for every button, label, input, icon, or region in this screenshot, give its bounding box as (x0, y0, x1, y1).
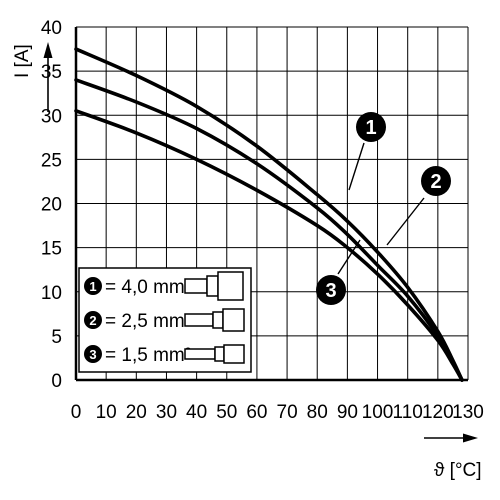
x-tick-label: 120 (422, 402, 454, 423)
y-tick-label: 5 (51, 327, 62, 348)
legend-label-1: = 4,0 mm² (105, 277, 191, 298)
x-tick-label: 80 (307, 402, 328, 423)
legend-marker-1: 1 (89, 279, 96, 294)
y-tick-label: 20 (41, 195, 62, 216)
y-tick-label: 15 (41, 239, 62, 260)
x-tick-label: 10 (96, 402, 117, 423)
y-tick-label: 25 (41, 150, 62, 171)
callout-3: 3 (316, 239, 361, 305)
legend-item-3: 3 = 1,5 mm² (84, 344, 245, 366)
legend-item-1: 1 = 4,0 mm² (84, 271, 244, 301)
legend-marker-2: 2 (89, 313, 96, 328)
x-axis-arrow-icon (463, 433, 478, 443)
x-axis-title: ϑ [°C] (424, 433, 482, 481)
legend-marker-3: 3 (89, 347, 96, 362)
y-tick-label: 0 (51, 371, 62, 392)
conductor-icon-small (184, 344, 245, 364)
conductor-icon-medium (184, 308, 245, 332)
series-line-3 (74, 109, 464, 382)
axes (74, 27, 468, 382)
callout-3-label: 3 (325, 280, 336, 302)
x-tick-label: 70 (277, 402, 298, 423)
x-tick-label: 90 (337, 402, 358, 423)
x-tick-label: 130 (452, 402, 484, 423)
y-tick-label: 40 (41, 18, 62, 39)
x-axis-label: ϑ [°C] (434, 460, 482, 481)
series-lines (74, 47, 464, 382)
y-tick-labels: 0 5 10 15 20 25 30 35 40 (41, 18, 62, 392)
y-axis-title: I [A] (12, 42, 53, 112)
callout-1: 1 (348, 112, 386, 191)
y-tick-label: 30 (41, 106, 62, 127)
x-tick-label: 110 (393, 402, 423, 423)
callout-2: 2 (386, 166, 451, 246)
y-tick-label: 10 (41, 283, 62, 304)
y-tick-label: 35 (41, 62, 62, 83)
x-tick-label: 20 (126, 402, 147, 423)
x-tick-label: 60 (246, 402, 267, 423)
series-line-2 (74, 78, 464, 382)
grid (75, 26, 469, 381)
y-axis-label: I [A] (12, 44, 33, 78)
conductor-icon-large (184, 271, 244, 301)
x-tick-label: 50 (216, 402, 237, 423)
curve-callouts: 1 2 3 (316, 112, 451, 305)
x-tick-label: 100 (362, 402, 394, 423)
y-axis-arrow-icon (43, 42, 53, 58)
legend: 1 = 4,0 mm² 2 = 2,5 mm² 3 = 1,5 mm² (78, 267, 252, 373)
series-line-1 (74, 47, 464, 382)
legend-item-2: 2 = 2,5 mm² (84, 308, 245, 332)
legend-label-3: = 1,5 mm² (105, 345, 191, 366)
x-tick-label: 0 (71, 402, 82, 423)
x-tick-label: 40 (186, 402, 207, 423)
x-tick-label: 30 (156, 402, 177, 423)
callout-2-label: 2 (430, 171, 441, 193)
callout-1-label: 1 (365, 117, 376, 139)
legend-label-2: = 2,5 mm² (105, 311, 191, 332)
